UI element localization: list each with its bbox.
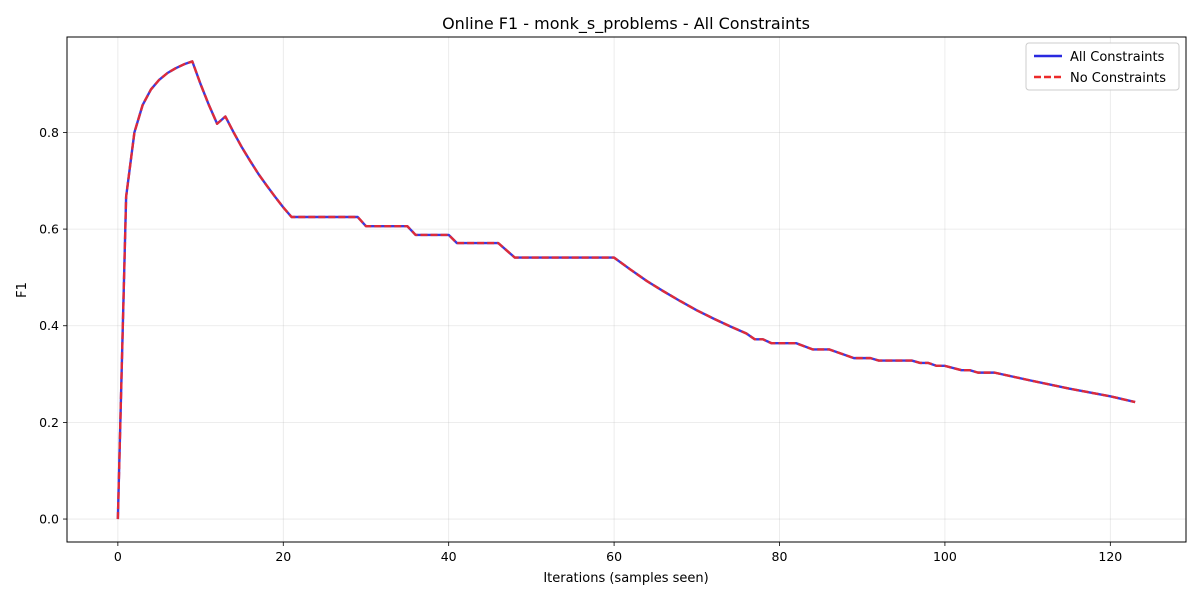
y-axis-label: F1	[15, 282, 30, 298]
x-tick-label: 120	[1098, 549, 1122, 564]
y-axis: 0.0 0.2 0.4 0.6 0.8	[39, 125, 67, 527]
y-tick-label: 0.8	[39, 125, 59, 140]
y-tick-label: 0.2	[39, 415, 59, 430]
x-tick-label: 40	[441, 549, 457, 564]
series-line-no-constraints	[116, 60, 1136, 520]
x-tick-label: 60	[606, 549, 622, 564]
x-tick-label: 20	[275, 549, 291, 564]
plot-area	[67, 37, 1186, 542]
x-tick-label: 100	[933, 549, 957, 564]
chart-title: Online F1 - monk_s_problems - All Constr…	[442, 14, 810, 34]
x-axis: 0 20 40 60 80 100 120	[114, 542, 1122, 564]
grid	[67, 37, 1186, 542]
plot-frame	[66, 36, 1187, 543]
legend-label-all-constraints: All Constraints	[1070, 50, 1165, 65]
legend-label-no-constraints: No Constraints	[1070, 71, 1166, 86]
x-axis-label: Iterations (samples seen)	[543, 571, 708, 586]
legend: All Constraints No Constraints	[1025, 42, 1180, 91]
y-tick-label: 0.4	[39, 318, 59, 333]
series-lines	[116, 60, 1136, 520]
x-tick-label: 0	[114, 549, 122, 564]
x-tick-label: 80	[772, 549, 788, 564]
legend-frame	[1025, 42, 1180, 91]
y-tick-label: 0.0	[39, 512, 59, 527]
y-tick-label: 0.6	[39, 222, 59, 237]
